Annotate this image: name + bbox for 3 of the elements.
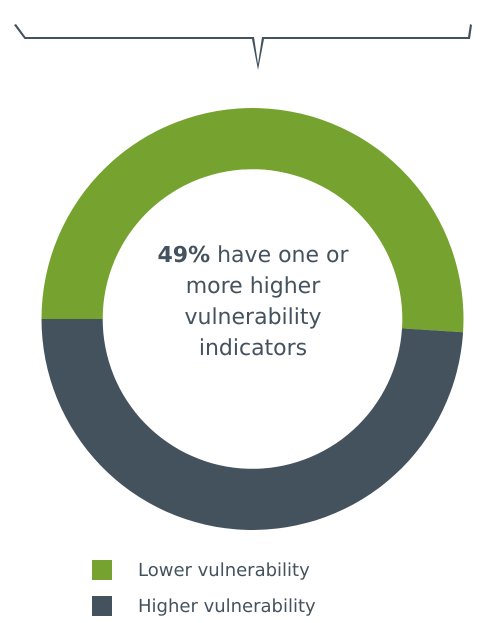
legend-label: Higher vulnerability: [137, 594, 316, 618]
text: 49% have one or more higher vulnerability indicators: [156, 242, 350, 363]
legend-label: Lower vulnerability: [137, 558, 311, 582]
